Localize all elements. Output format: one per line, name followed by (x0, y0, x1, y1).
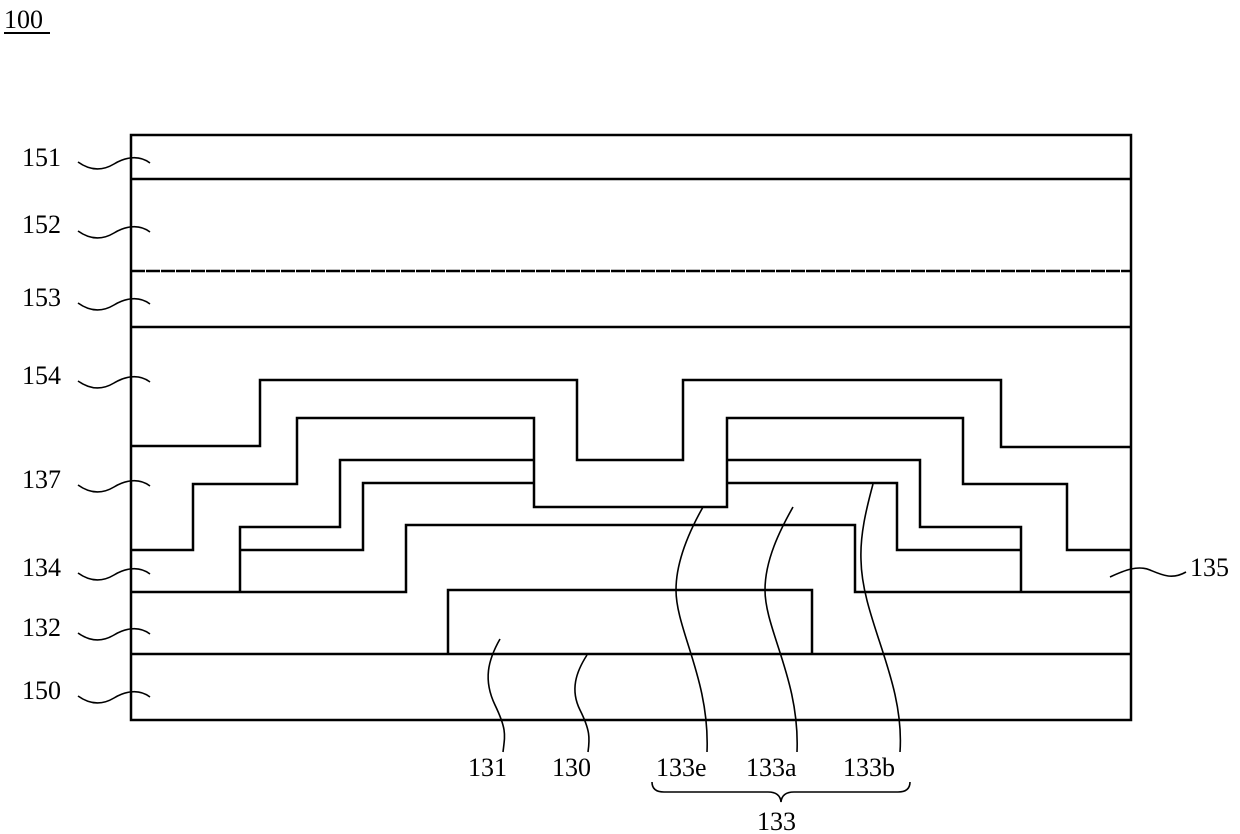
gate-131 (448, 590, 812, 654)
leader-131 (488, 639, 504, 752)
label-133b: 133b (843, 753, 895, 782)
label-153: 153 (22, 283, 61, 312)
label-132: 132 (22, 613, 61, 642)
label-134: 134 (22, 553, 61, 582)
bottom-labels: 131 130 133e 133a 133b (468, 753, 895, 782)
layer-134-top-boundary (131, 525, 1131, 592)
label-135: 135 (1190, 553, 1229, 582)
label-131: 131 (468, 753, 507, 782)
outer-boundary (131, 135, 1131, 720)
label-130: 130 (552, 753, 591, 782)
label-133a: 133a (746, 753, 797, 782)
leader-133b (861, 484, 901, 752)
label-133: 133 (757, 807, 796, 834)
leader-133e (676, 507, 707, 752)
label-137: 137 (22, 465, 61, 494)
layer-137-bottom-boundary (131, 418, 1131, 550)
figure-ref: 100 (4, 5, 43, 34)
leader-130 (575, 655, 589, 752)
layer-154-bottom-boundary (131, 380, 1131, 460)
leader-135 (1110, 568, 1186, 577)
label-150: 150 (22, 676, 61, 705)
label-152: 152 (22, 210, 61, 239)
leader-133a (765, 507, 797, 752)
label-151: 151 (22, 143, 61, 172)
layer-stack-diagram: 100 151 152 153 154 137 134 132 150 135 (0, 0, 1240, 834)
label-133e: 133e (656, 753, 707, 782)
group-brace (652, 782, 910, 802)
layer-133a-boundary (240, 483, 1021, 550)
label-154: 154 (22, 361, 61, 390)
